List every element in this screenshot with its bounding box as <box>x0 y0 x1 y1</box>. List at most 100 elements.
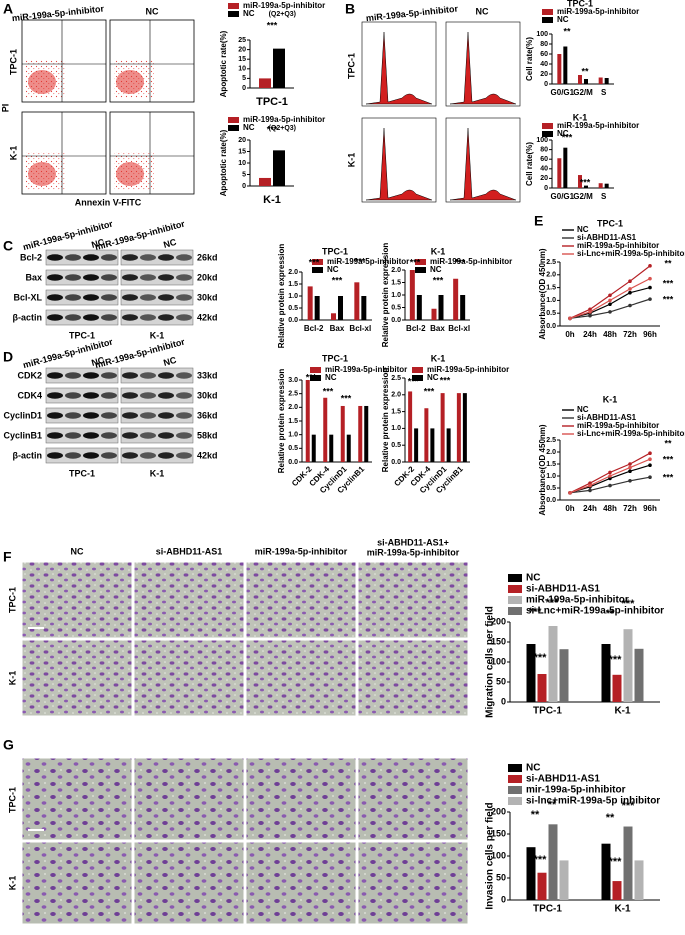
x-tick-label: 0h <box>565 330 574 339</box>
blot-band <box>176 274 192 281</box>
x-tick-label: Bcl-2 <box>304 324 324 333</box>
blot-band <box>176 412 192 419</box>
protein-label: CyclinB1 <box>3 430 42 440</box>
blot-band <box>65 372 81 379</box>
histogram-peak <box>365 31 433 105</box>
blot-band <box>122 452 138 459</box>
bar <box>307 286 313 320</box>
significance: *** <box>332 275 343 285</box>
significance: *** <box>663 294 674 304</box>
y-tick-label: 0.0 <box>391 459 401 466</box>
bar <box>559 860 569 900</box>
legend-label: NC <box>325 373 337 382</box>
bar <box>340 405 345 462</box>
row-label: K-1 <box>346 153 356 168</box>
legend-label: si-ABHD11-AS1 <box>577 233 637 242</box>
bar <box>563 147 568 188</box>
bar <box>314 296 320 320</box>
bar <box>408 391 413 462</box>
size-label: 26kd <box>197 252 218 262</box>
x-tick-label: TPC-1 <box>533 706 562 717</box>
y-axis-label: Migration cells per field <box>485 606 496 718</box>
row-label: K-1 <box>7 876 17 891</box>
legend-label: miR-199a-5p-inhibitor <box>577 241 659 250</box>
legend-label: miR-199a-5p-inhibitor <box>243 115 325 124</box>
bar <box>462 393 467 462</box>
legend-label: miR-199a-5p-inhibitor <box>427 365 509 374</box>
legend-label: miR-199a-5p-inhibitor <box>325 365 407 374</box>
y-tick-label: 40 <box>540 166 548 173</box>
bar <box>424 408 429 462</box>
significance: *** <box>408 376 419 386</box>
bar <box>559 649 569 702</box>
point <box>628 279 632 284</box>
y-tick-label: 0.5 <box>546 310 556 317</box>
y-tick-label: 50 <box>496 872 506 882</box>
y-tick-label: 0.0 <box>546 497 556 504</box>
flow-cluster <box>28 70 56 94</box>
y-axis-label: Relative protein expression <box>277 369 286 474</box>
chart-title: K-1 <box>603 394 618 404</box>
bar <box>578 75 582 84</box>
y-tick-label: 3.0 <box>288 377 298 384</box>
protein-label: β-actin <box>13 450 43 460</box>
y-tick-label: 5 <box>242 75 246 82</box>
legend-label: miR-199a-5p-inhibitor <box>526 595 629 606</box>
bar <box>548 626 558 702</box>
y-tick-label: 1.0 <box>546 297 556 304</box>
significance: *** <box>440 375 451 385</box>
bar <box>526 644 536 702</box>
flow-cluster <box>116 162 144 186</box>
histogram-peak <box>449 31 517 105</box>
y-tick-label: 2.0 <box>391 392 401 399</box>
size-label: 36kd <box>197 410 218 420</box>
blot-band <box>122 432 138 439</box>
blot-band <box>101 372 117 379</box>
y-tick-label: 10 <box>238 66 246 73</box>
blot-strip <box>45 367 119 384</box>
y-tick-label: 2.0 <box>288 269 298 276</box>
blot-band <box>122 412 138 419</box>
bar <box>604 78 609 84</box>
micrograph <box>133 639 245 717</box>
panel-label: B <box>345 1 355 17</box>
y-tick-label: 0.5 <box>288 445 298 452</box>
point <box>608 474 612 478</box>
chart-title: TPC-1 <box>322 353 348 363</box>
legend-swatch <box>228 3 239 9</box>
blot-band <box>47 372 63 379</box>
micrograph <box>133 561 245 639</box>
legend-label: NC <box>327 265 339 274</box>
bar <box>537 872 547 900</box>
blot-band <box>83 412 99 419</box>
blot-band <box>47 452 63 459</box>
histogram-plot <box>361 21 437 107</box>
bar <box>273 150 285 186</box>
x-tick-label: G0/G1 <box>551 192 575 201</box>
point <box>648 463 652 468</box>
y-tick-label: 0.5 <box>391 442 401 449</box>
bar <box>273 48 285 88</box>
blot-band <box>101 412 117 419</box>
blot-strip <box>120 387 194 404</box>
legend-swatch <box>508 585 522 593</box>
y-axis-label: Cell rate(%) <box>525 37 534 81</box>
protein-label: Bax <box>25 272 42 282</box>
bar <box>537 674 547 702</box>
significance: *** <box>433 275 444 285</box>
size-label: 42kd <box>197 312 218 322</box>
legend-label: miR-199a-5p-inhibitor <box>577 421 659 430</box>
point <box>568 491 572 495</box>
significance: ** <box>664 438 672 448</box>
blot-band <box>140 314 156 321</box>
legend-label: miR-199a-5p-inhibitor <box>243 1 325 10</box>
legend-label: si-lnc+miR-199a-5p inhibitor <box>526 796 660 807</box>
blot-band <box>47 314 63 321</box>
point <box>588 310 592 314</box>
axis-label: PI <box>0 104 10 113</box>
panel-label: C <box>3 238 13 254</box>
micrograph <box>245 757 357 841</box>
legend-swatch <box>228 117 239 123</box>
size-label: 30kd <box>197 292 218 302</box>
